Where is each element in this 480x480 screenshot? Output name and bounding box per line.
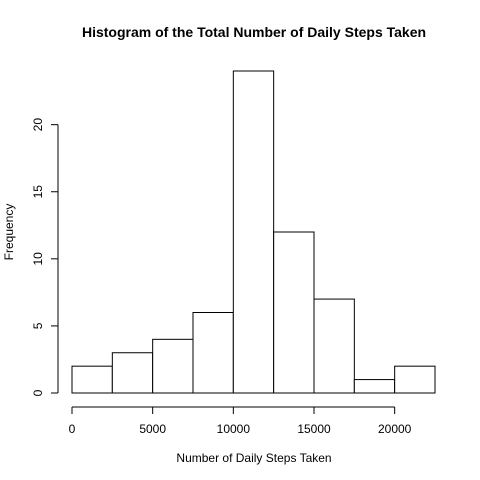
histogram-bar-5: [273, 231, 315, 394]
y-tick-label-1: 5: [31, 322, 45, 329]
histogram-bar-2: [152, 338, 194, 394]
chart-title: Histogram of the Total Number of Daily S…: [82, 24, 426, 40]
x-tick-label-4: 20000: [378, 422, 412, 436]
y-axis-label: Frequency: [2, 204, 16, 261]
x-axis-label: Number of Daily Steps Taken: [176, 451, 331, 465]
histogram-bar-7: [353, 379, 396, 394]
x-tick-label-2: 10000: [217, 422, 251, 436]
y-tick-label-2: 10: [31, 252, 45, 266]
histogram-bar-4: [232, 70, 275, 394]
histogram-bar-0: [71, 365, 113, 394]
bars-group: [71, 70, 436, 394]
y-tick-label-4: 20: [31, 118, 45, 132]
x-tick-label-1: 5000: [139, 422, 166, 436]
histogram-bar-1: [111, 352, 154, 394]
y-tick-label-3: 15: [31, 185, 45, 199]
histogram-bar-3: [192, 312, 234, 394]
histogram-bar-8: [394, 365, 436, 394]
x-tick-label-0: 0: [69, 422, 76, 436]
histogram-bar-6: [313, 298, 355, 394]
y-axis: 0 5 10 15 20: [31, 118, 59, 396]
x-tick-label-3: 15000: [297, 422, 331, 436]
x-axis: 0 5000 10000 15000 20000: [69, 406, 412, 436]
y-tick-label-0: 0: [31, 389, 45, 396]
